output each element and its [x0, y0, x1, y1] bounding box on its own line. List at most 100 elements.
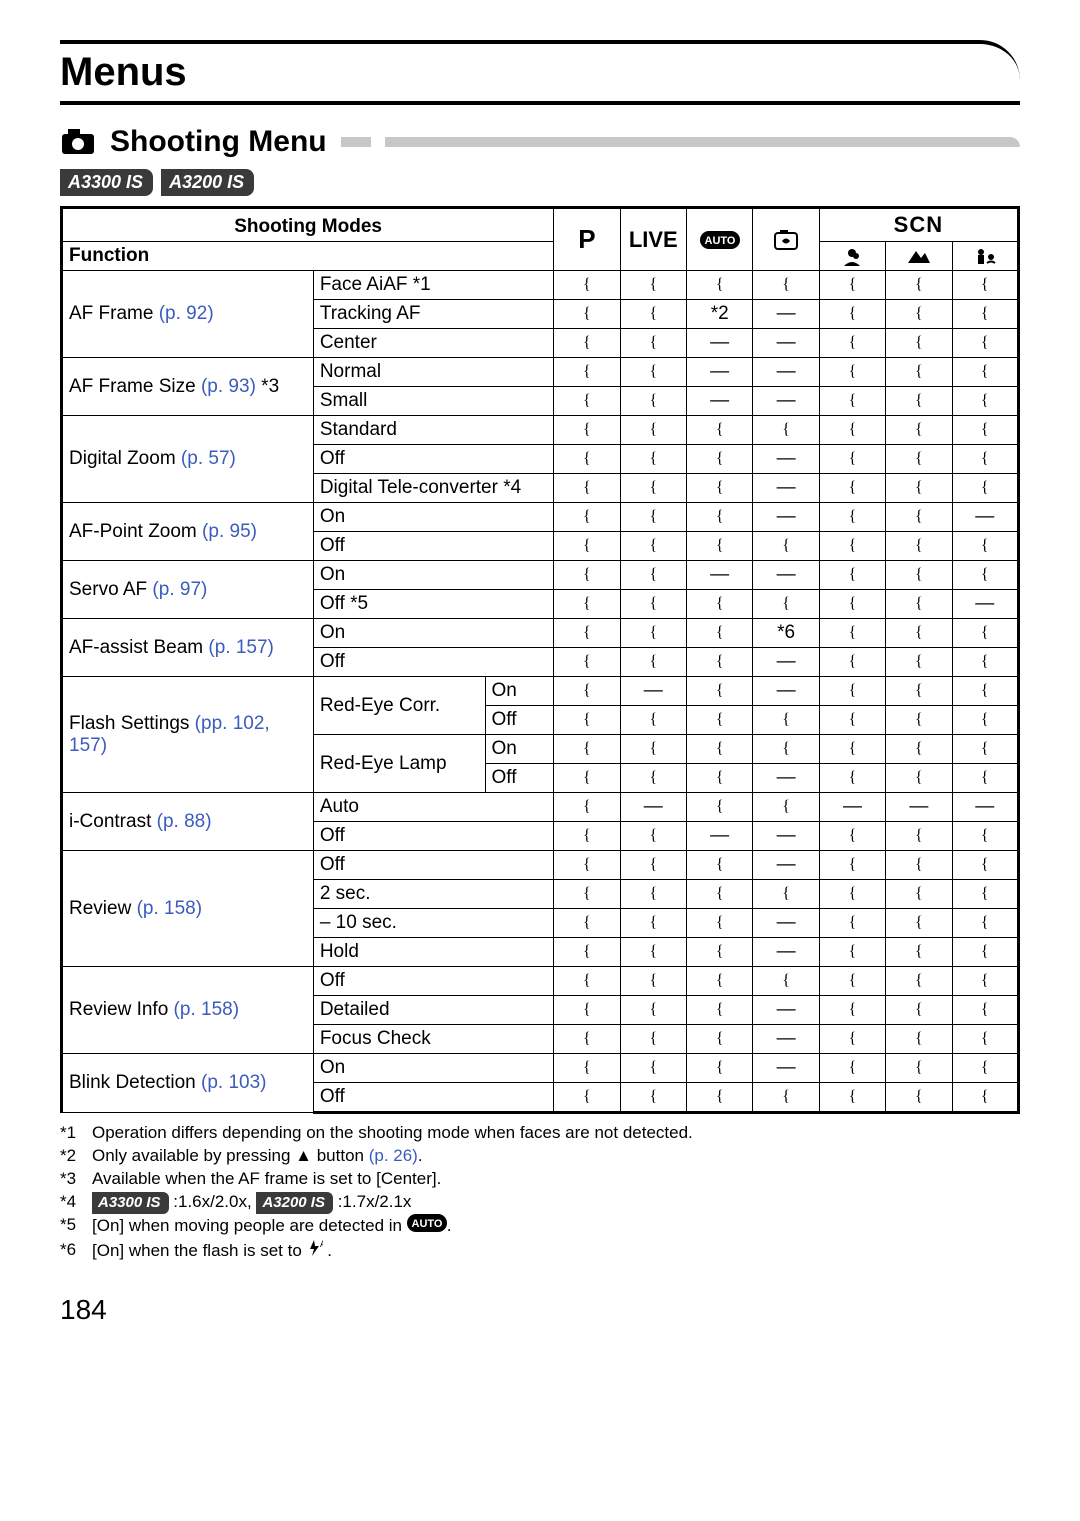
value-cell: { — [952, 300, 1018, 329]
value-cell: { — [886, 996, 952, 1025]
value-cell: { — [620, 706, 686, 735]
value-cell: { — [620, 619, 686, 648]
value-cell: { — [819, 1083, 885, 1113]
value-cell: { — [620, 387, 686, 416]
value-cell: { — [753, 416, 819, 445]
value-cell: — — [753, 503, 819, 532]
value-cell: { — [554, 967, 620, 996]
value-cell: { — [686, 445, 752, 474]
col-auto-icon: AUTO — [686, 208, 752, 271]
option-label: Digital Tele-converter *4 — [313, 474, 553, 503]
value-cell: { — [753, 532, 819, 561]
value-cell: { — [753, 271, 819, 300]
option-label: Off — [313, 822, 553, 851]
footnote: *2Only available by pressing ▲ button (p… — [60, 1145, 1020, 1168]
value-cell: { — [686, 909, 752, 938]
option-label: On — [313, 561, 553, 590]
value-cell: { — [952, 561, 1018, 590]
value-cell: { — [952, 909, 1018, 938]
value-cell: { — [620, 1083, 686, 1113]
footnote-text: Available when the AF frame is set to [C… — [92, 1168, 441, 1191]
value-cell: { — [554, 590, 620, 619]
value-cell: { — [819, 387, 885, 416]
value-cell: { — [554, 445, 620, 474]
value-cell: { — [554, 416, 620, 445]
value-cell: { — [620, 561, 686, 590]
value-cell: { — [819, 648, 885, 677]
value-cell: { — [952, 329, 1018, 358]
value-cell: — — [952, 590, 1018, 619]
value-cell: { — [952, 619, 1018, 648]
option-label: On — [485, 735, 554, 764]
value-cell: *6 — [753, 619, 819, 648]
value-cell: { — [886, 445, 952, 474]
value-cell: { — [886, 909, 952, 938]
value-cell: { — [886, 851, 952, 880]
value-cell: { — [686, 967, 752, 996]
auto-icon: AUTO — [407, 1217, 447, 1236]
page-ref: (p. 26) — [369, 1146, 418, 1165]
value-cell: { — [753, 880, 819, 909]
value-cell: { — [886, 938, 952, 967]
footnote-badge: A3200 IS — [256, 1192, 333, 1214]
value-cell: { — [819, 358, 885, 387]
value-cell: { — [886, 590, 952, 619]
value-cell: { — [554, 1054, 620, 1083]
function-name: i-Contrast (p. 88) — [62, 793, 314, 851]
value-cell: { — [686, 503, 752, 532]
function-name: Blink Detection (p. 103) — [62, 1054, 314, 1113]
value-cell: — — [753, 1054, 819, 1083]
value-cell: { — [819, 503, 885, 532]
value-cell: { — [753, 590, 819, 619]
page-ref: (p. 57) — [181, 448, 236, 469]
page-ref: (p. 97) — [152, 579, 207, 600]
page-ref: (p. 88) — [157, 811, 212, 832]
shooting-modes-table: Shooting ModesPLIVEAUTOSCNFunctionAF Fra… — [60, 206, 1020, 1114]
value-cell: { — [620, 880, 686, 909]
function-name: AF-Point Zoom (p. 95) — [62, 503, 314, 561]
value-cell: { — [686, 851, 752, 880]
page-title: Menus — [60, 50, 187, 95]
value-cell: { — [620, 271, 686, 300]
value-cell: { — [819, 822, 885, 851]
value-cell: { — [886, 706, 952, 735]
option-label: Off — [313, 967, 553, 996]
section-title: Shooting Menu — [110, 125, 327, 159]
value-cell: — — [753, 909, 819, 938]
value-cell: { — [952, 387, 1018, 416]
footnote: *4A3300 IS :1.6x/2.0x, A3200 IS :1.7x/2.… — [60, 1191, 1020, 1214]
value-cell: { — [620, 735, 686, 764]
value-cell: — — [753, 387, 819, 416]
value-cell: { — [620, 532, 686, 561]
value-cell: { — [686, 271, 752, 300]
option-label: 2 sec. — [313, 880, 553, 909]
value-cell: { — [686, 474, 752, 503]
option-label: Face AiAF *1 — [313, 271, 553, 300]
value-cell: { — [886, 1083, 952, 1113]
page-ref: (p. 95) — [202, 521, 257, 542]
value-cell: { — [819, 706, 885, 735]
option-label: – 10 sec. — [313, 909, 553, 938]
value-cell: { — [886, 880, 952, 909]
value-cell: — — [819, 793, 885, 822]
footnote-idx: *6 — [60, 1239, 82, 1264]
value-cell: { — [952, 532, 1018, 561]
value-cell: { — [620, 300, 686, 329]
function-name: Servo AF (p. 97) — [62, 561, 314, 619]
value-cell: { — [886, 619, 952, 648]
value-cell: { — [886, 474, 952, 503]
value-cell: { — [886, 503, 952, 532]
value-cell: { — [620, 445, 686, 474]
footnote-text: Operation differs depending on the shoot… — [92, 1122, 693, 1145]
value-cell: { — [554, 619, 620, 648]
value-cell: { — [686, 793, 752, 822]
value-cell: { — [753, 793, 819, 822]
value-cell: { — [554, 1083, 620, 1113]
value-cell: { — [554, 822, 620, 851]
value-cell: — — [620, 677, 686, 706]
value-cell: { — [886, 271, 952, 300]
scn-icon-2 — [886, 242, 952, 271]
value-cell: { — [753, 1083, 819, 1113]
value-cell: { — [819, 909, 885, 938]
value-cell: { — [753, 706, 819, 735]
